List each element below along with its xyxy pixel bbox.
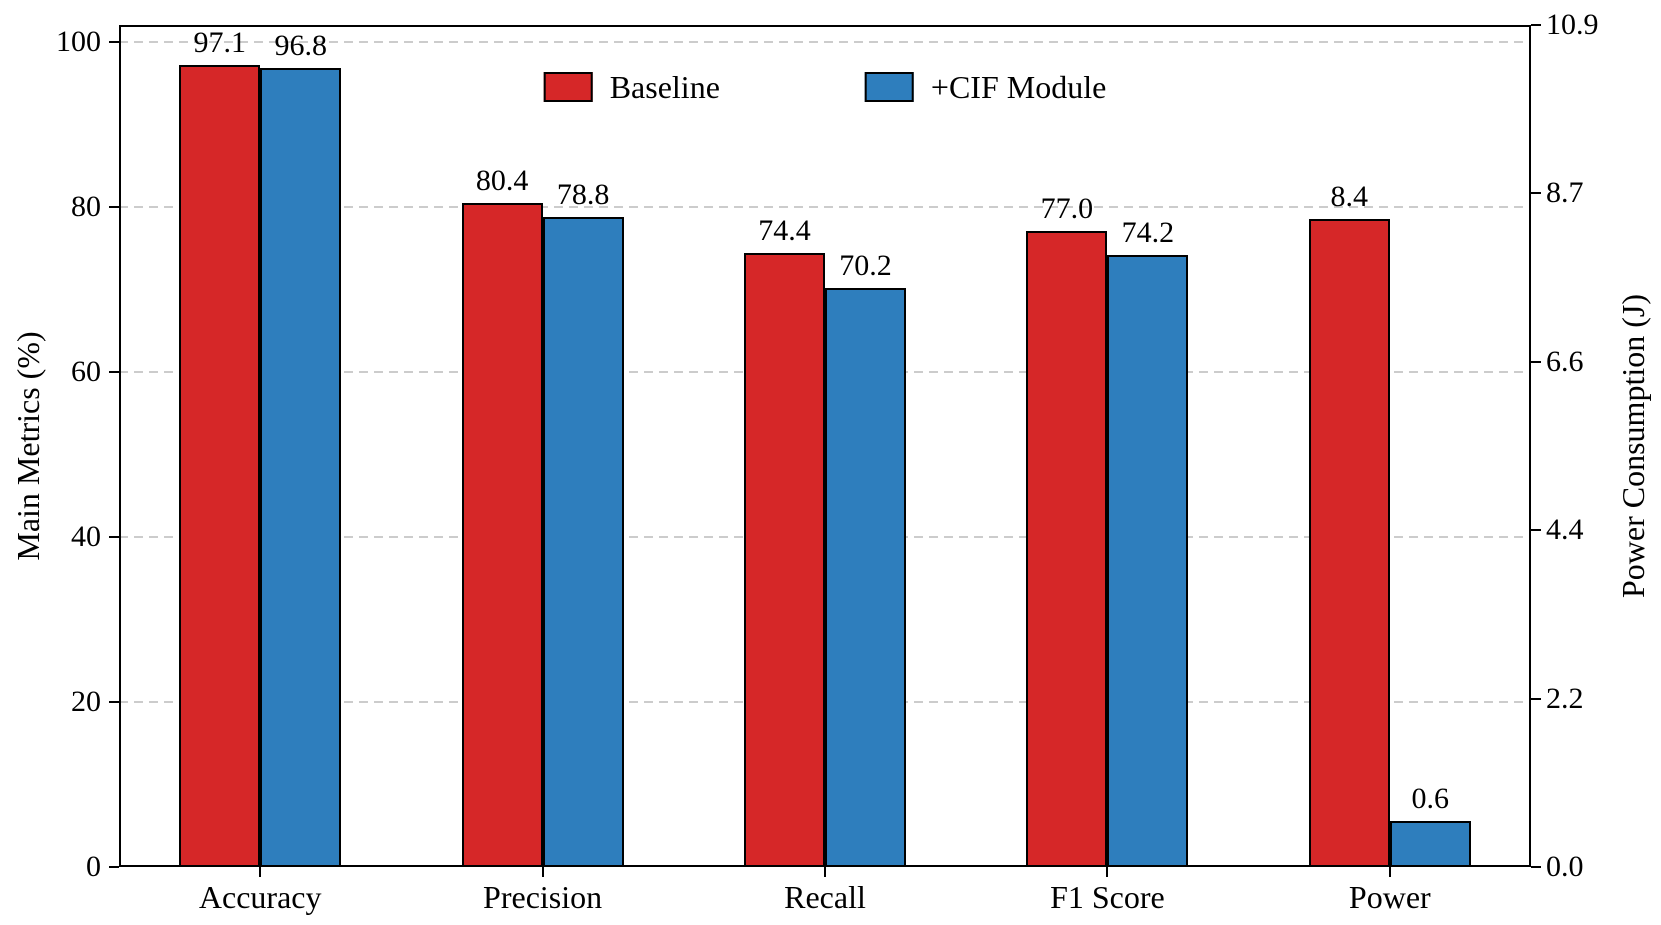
bar-baseline-power: [1308, 219, 1390, 867]
x-tick-f1-score: [1106, 867, 1109, 877]
left-tick-40: [109, 535, 119, 538]
gridline-y-100: [119, 40, 1531, 43]
gridline-y-80: [119, 205, 1531, 208]
x-tick-label-power: Power: [1348, 879, 1431, 915]
left-tick-80: [109, 205, 119, 208]
legend-swatch-cif-module: [864, 72, 914, 102]
bar-value-label-cif-module-power: 0.6: [1411, 781, 1450, 815]
right-tick-label-2.2: 2.2: [1546, 681, 1584, 715]
right-tick-10.9: [1531, 24, 1541, 26]
tick-layer: 0 20 40 60 80 100 0.0 2.2 4.4 6.6 8.7 10.9 Accuracy P…: [56, 10, 1599, 914]
legend-label-baseline: Baseline: [609, 69, 720, 105]
x-tick-label-accuracy: Accuracy: [198, 879, 322, 915]
bar-value-label-cif-module-precision: 78.8: [556, 177, 610, 211]
bar-value-label-cif-module-accuracy: 96.8: [274, 28, 327, 62]
bars-layer: [119, 25, 1531, 867]
left-tick-label-20: 20: [71, 684, 101, 718]
right-tick-label-10.9: 10.9: [1546, 8, 1599, 41]
right-tick-label-6.6: 6.6: [1546, 344, 1584, 378]
right-tick-2.2: [1531, 697, 1541, 700]
bar-baseline-f1-score: [1026, 231, 1108, 867]
right-tick-label-8.7: 8.7: [1546, 176, 1584, 210]
legend-swatch-baseline: [543, 72, 593, 102]
bar-value-label-baseline-f1-score: 77.0: [1040, 192, 1094, 226]
bar-cif-module-recall: [825, 287, 906, 867]
x-tick-precision: [541, 867, 544, 877]
x-tick-accuracy: [259, 867, 262, 877]
x-tick-label-recall: Recall: [784, 879, 866, 915]
legend-item-cif-module: +CIF Module: [864, 69, 1107, 105]
left-tick-label-0: 0: [86, 850, 101, 883]
right-tick-8.7: [1531, 192, 1541, 195]
right-tick-0.0: [1531, 866, 1541, 868]
left-tick-0: [109, 866, 119, 868]
bar-value-label-baseline-precision: 80.4: [475, 164, 529, 198]
right-tick-4.4: [1531, 529, 1541, 532]
legend-item-baseline: Baseline: [543, 69, 720, 105]
legend: Baseline +CIF Module: [543, 69, 1107, 105]
bar-cif-module-f1-score: [1107, 254, 1189, 867]
left-tick-label-80: 80: [71, 189, 101, 223]
left-axis-title: Main Metrics (%): [10, 331, 46, 561]
bar-baseline-precision: [461, 203, 543, 867]
left-tick-label-60: 60: [71, 354, 101, 388]
left-tick-label-40: 40: [71, 519, 101, 553]
bar-baseline-accuracy: [179, 65, 261, 867]
bar-value-label-baseline-accuracy: 97.1: [193, 26, 246, 60]
bar-value-label-baseline-recall: 74.4: [758, 213, 811, 247]
x-tick-label-f1-score: F1 Score: [1050, 879, 1165, 915]
right-axis-title: Power Consumption (J): [1615, 294, 1651, 598]
right-tick-label-0.0: 0.0: [1546, 850, 1584, 883]
left-tick-label-100: 100: [56, 24, 101, 58]
left-tick-60: [109, 370, 119, 373]
x-tick-recall: [824, 867, 826, 877]
bar-value-label-baseline-power: 8.4: [1330, 180, 1369, 214]
legend-label-cif-module: +CIF Module: [930, 69, 1107, 105]
x-tick-power: [1388, 867, 1391, 877]
plot-area: 97.1 96.8 80.4 78.8 74.4 70.2 77.0 74.2 8.4 0.6 0…: [56, 10, 1599, 914]
value-label-layer: 97.1 96.8 80.4 78.8 74.4 70.2 77.0 74.2 8.4 0.6: [119, 25, 1531, 867]
bar-cif-module-precision: [542, 216, 624, 867]
right-tick-label-4.4: 4.4: [1546, 513, 1584, 547]
x-tick-label-precision: Precision: [483, 879, 603, 915]
right-tick-6.6: [1531, 360, 1541, 363]
bar-value-label-cif-module-f1-score: 74.2: [1121, 215, 1175, 249]
left-tick-100: [109, 40, 119, 43]
bar-cif-module-accuracy: [260, 67, 342, 867]
bar-value-label-cif-module-recall: 70.2: [839, 248, 892, 282]
left-tick-20: [109, 700, 119, 703]
